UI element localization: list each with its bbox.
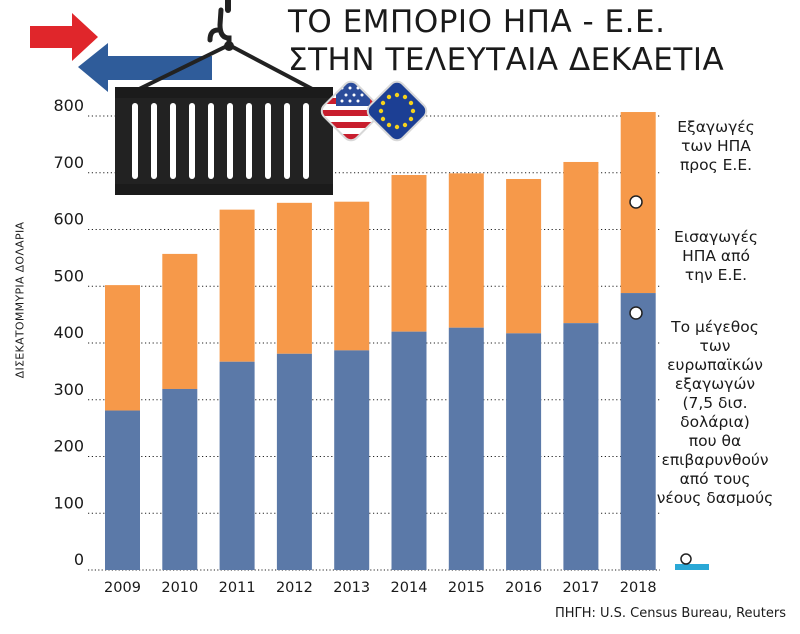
y-tick-label: 300 — [53, 380, 84, 399]
bar-imports-2018 — [620, 293, 656, 570]
bar-exports-2015 — [448, 173, 484, 328]
x-tick-label-2011: 2011 — [219, 580, 256, 596]
source-note: ΠΗΓΗ: U.S. Census Bureau, Reuters — [554, 606, 786, 621]
blue-arrow-icon — [78, 43, 212, 92]
exports-annotation: Εξαγωγές των ΗΠΑ προς Ε.Ε. — [677, 118, 755, 174]
y-tick-label: 200 — [53, 437, 84, 456]
red-arrow-icon — [30, 13, 98, 61]
x-tick-label-2010: 2010 — [161, 580, 198, 596]
bar-exports-2009 — [105, 285, 140, 411]
bar-imports-2014 — [391, 331, 427, 570]
y-tick-label: 0 — [74, 550, 84, 569]
y-tick-label: 100 — [53, 493, 84, 512]
bar-imports-2009 — [105, 410, 140, 570]
bar-exports-2016 — [506, 178, 542, 334]
y-tick-label: 500 — [53, 266, 84, 285]
bar-imports-2017 — [563, 323, 599, 570]
y-tick-label: 700 — [53, 153, 84, 172]
chart-title-line-1: ΤΟ ΕΜΠΟΡΙΟ ΗΠΑ - Ε.Ε. — [288, 4, 666, 40]
x-tick-label-2017: 2017 — [562, 580, 599, 596]
x-tick-label-2018: 2018 — [620, 580, 657, 596]
bars — [105, 112, 656, 570]
bar-exports-2011 — [219, 209, 255, 362]
x-tick-label-2013: 2013 — [333, 580, 370, 596]
x-tick-label-2012: 2012 — [276, 580, 313, 596]
bar-exports-2010 — [162, 253, 198, 389]
bar-imports-2016 — [506, 333, 542, 570]
x-tick-label-2014: 2014 — [391, 580, 428, 596]
y-tick-label: 400 — [53, 323, 84, 342]
crane-hook-icon — [131, 0, 320, 94]
y-axis-label: ΔΙΣΕΚΑΤΟΜΜΥΡΙΑ ΔΟΛΑΡΙΑ — [13, 221, 27, 379]
imports-annotation: Εισαγωγές ΗΠΑ από την Ε.Ε. — [674, 228, 758, 284]
tariff-annotation: Το μέγεθος των ευρωπαϊκών εξαγωγών (7,5 … — [656, 318, 774, 507]
chart-title-line-2: ΣΤΗΝ ΤΕΛΕΥΤΑΙΑ ΔΕΚΑΕΤΙΑ — [288, 42, 725, 78]
eu-flag-badge-icon — [366, 80, 428, 142]
bar-exports-2013 — [334, 201, 370, 351]
tick-labels: 0 100 200 300 400 500 600 700 800 2009 2010 2011 201… — [53, 96, 656, 596]
x-tick-label-2009: 2009 — [104, 580, 141, 596]
imports-marker — [629, 306, 643, 320]
y-tick-label: 800 — [53, 96, 84, 115]
bar-imports-2013 — [334, 350, 370, 570]
shipping-container-icon — [115, 87, 333, 195]
bar-imports-2010 — [162, 388, 198, 570]
bar-imports-2012 — [276, 353, 312, 570]
y-tick-label: 600 — [53, 210, 84, 229]
bar-exports-2017 — [563, 161, 599, 324]
bar-exports-2014 — [391, 175, 427, 332]
x-tick-label-2016: 2016 — [505, 580, 542, 596]
bar-exports-2012 — [276, 202, 312, 354]
annotation-markers — [629, 195, 709, 570]
tariff-marker — [675, 553, 709, 570]
x-tick-label-2015: 2015 — [448, 580, 485, 596]
bar-imports-2011 — [219, 361, 255, 570]
exports-marker — [629, 195, 643, 209]
bar-imports-2015 — [448, 327, 484, 570]
